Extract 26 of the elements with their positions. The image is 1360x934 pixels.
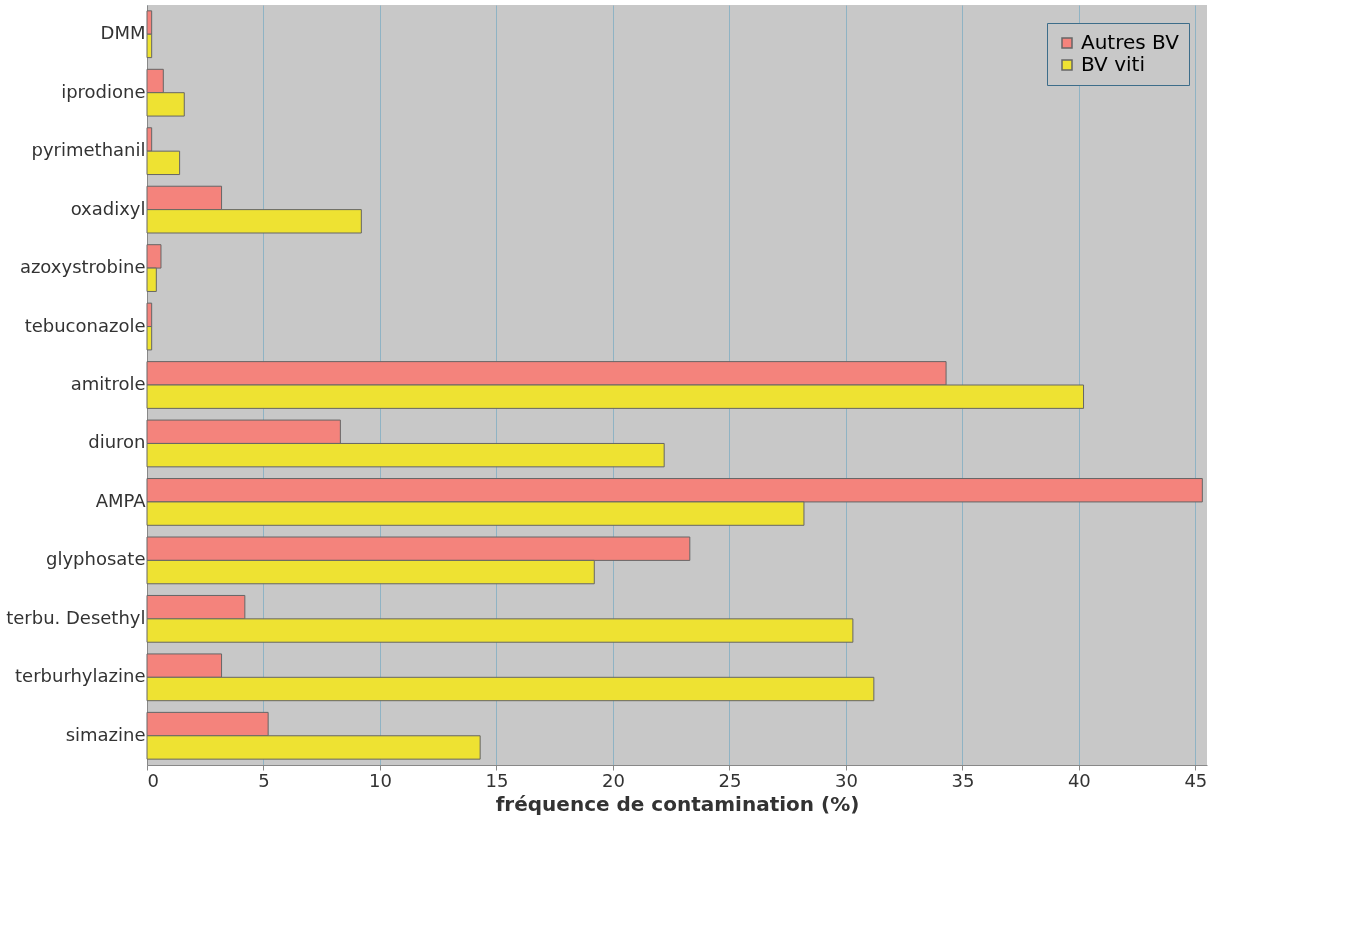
y-tick-label: azoxystrobine	[19, 256, 146, 278]
y-tick-label: iprodione	[61, 80, 146, 102]
x-tick-label: 40	[1067, 769, 1091, 791]
y-tick-label: DMM	[100, 22, 146, 44]
x-tick-label: 35	[951, 769, 975, 791]
x-tick-label: 25	[718, 769, 742, 791]
x-tick-label: 30	[834, 769, 858, 791]
y-tick-label: tebuconazole	[24, 314, 146, 336]
y-tick-label: pyrimethanil	[31, 139, 146, 161]
y-tick-label: simazine	[65, 723, 146, 745]
y-tick-label: terburhylazine	[15, 665, 146, 687]
legend-label: BV viti	[1081, 52, 1145, 76]
legend-label: Autres BV	[1081, 30, 1180, 54]
y-tick-label: diuron	[88, 431, 146, 453]
x-axis-title: fréquence de contamination (%)	[495, 791, 860, 816]
x-tick-label: 15	[485, 769, 509, 791]
x-tick-label: 10	[369, 769, 392, 791]
y-tick-label: AMPA	[95, 489, 147, 511]
x-tick-label: 5	[258, 769, 270, 791]
x-tick-label: 45	[1184, 769, 1208, 791]
y-tick-label: glyphosate	[46, 548, 146, 570]
x-tick-label: 0	[147, 769, 159, 791]
y-tick-label: oxadixyl	[70, 197, 146, 219]
x-tick-label: 20	[601, 769, 625, 791]
y-tick-label: terbu. Desethyl	[6, 606, 146, 628]
y-tick-label: amitrole	[70, 373, 146, 394]
